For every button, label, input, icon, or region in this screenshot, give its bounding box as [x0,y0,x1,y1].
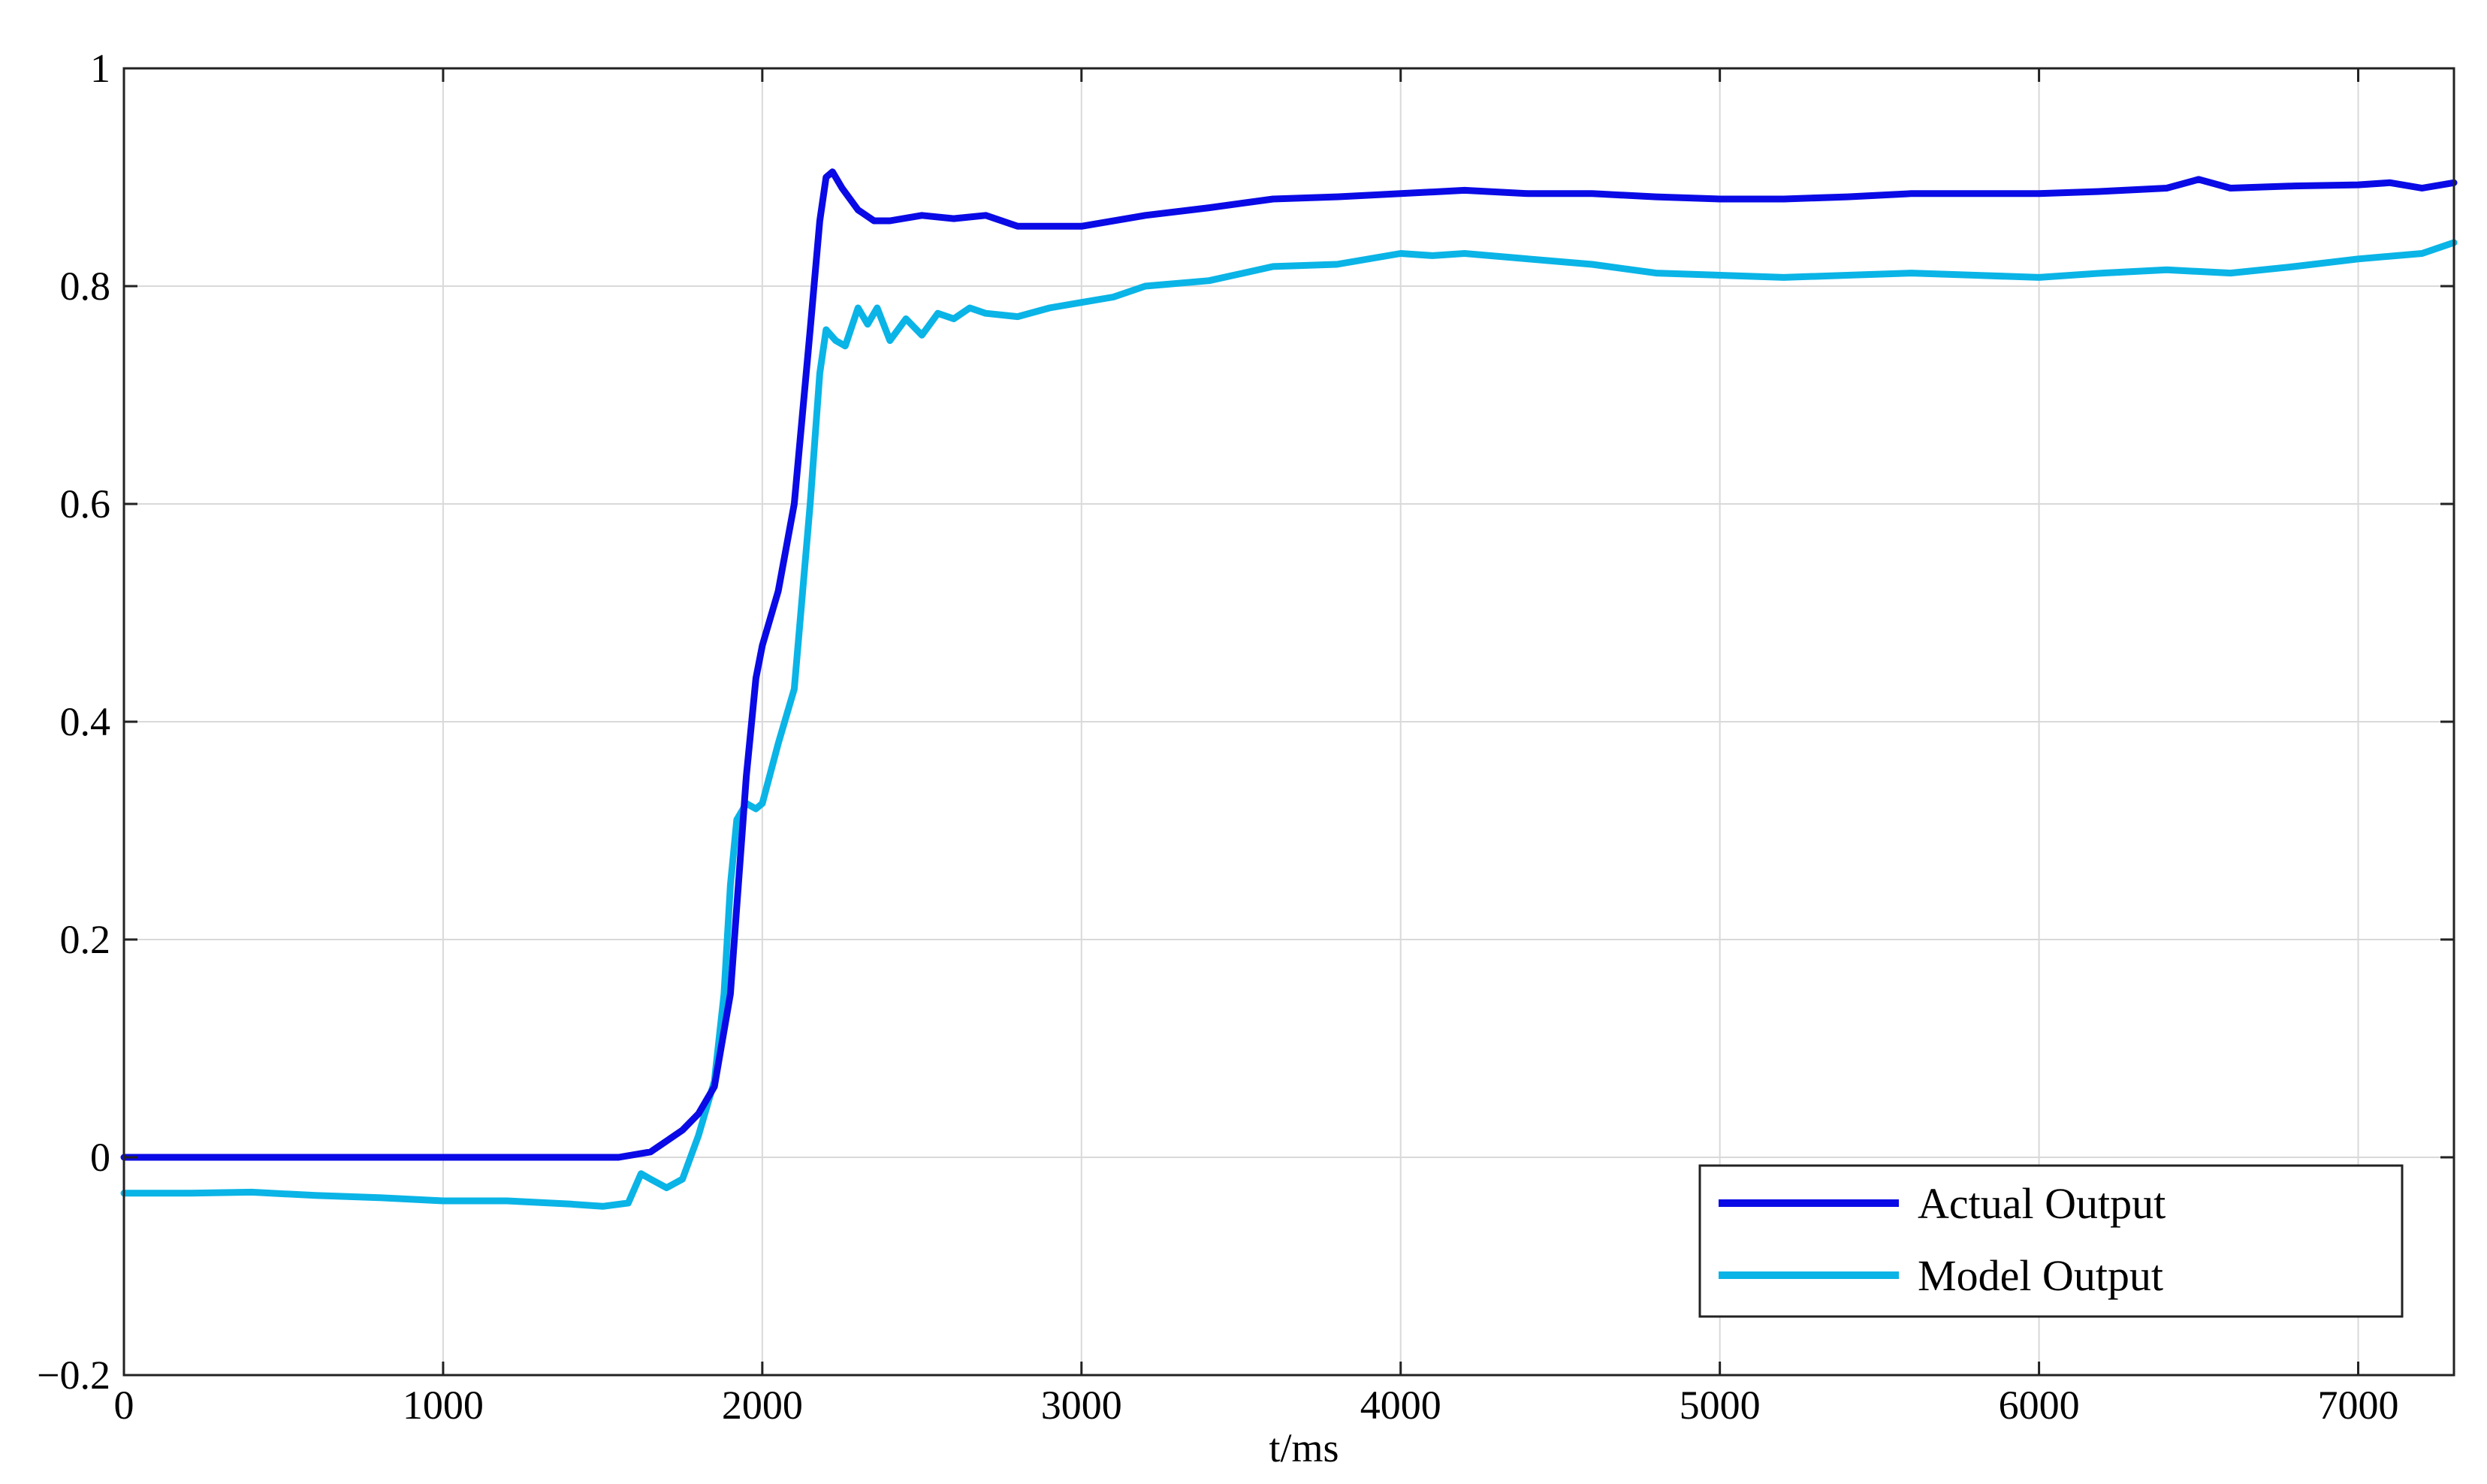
y-tick-label: 0 [90,1135,110,1180]
y-tick-label: −0.2 [37,1353,110,1398]
series-line-model-output [120,239,2458,1210]
x-tick-label: 7000 [2318,1383,2399,1428]
legend-label-actual-output: Actual Output [1918,1179,2166,1228]
x-tick-label: 3000 [1041,1383,1122,1428]
y-tick-label: 1 [90,46,110,91]
x-tick-label: 2000 [722,1383,803,1428]
y-tick-label: 0.8 [60,264,111,309]
legend: Actual Output Model Output [1698,1164,2404,1318]
x-tick-label: 1000 [403,1383,484,1428]
x-tick-label: 4000 [1360,1383,1441,1428]
y-tick-label: 0.2 [60,917,111,962]
x-tick-label: 5000 [1680,1383,1761,1428]
x-tick-label: 0 [114,1383,134,1428]
y-tick-label: 0.6 [60,481,111,526]
legend-box [1698,1164,2404,1318]
ticks [122,67,2454,1377]
y-tick-label: 0.4 [60,699,111,744]
series-line-actual-output [120,168,2458,1161]
x-tick-label: 6000 [1999,1383,2080,1428]
x-axis-title: t/ms [1269,1425,1339,1470]
tick-labels: 0 1000 2000 3000 4000 5000 6000 7000−0.200.20.4… [37,46,2398,1428]
legend-label-model-output: Model Output [1918,1251,2163,1300]
series-layer [120,168,2458,1210]
